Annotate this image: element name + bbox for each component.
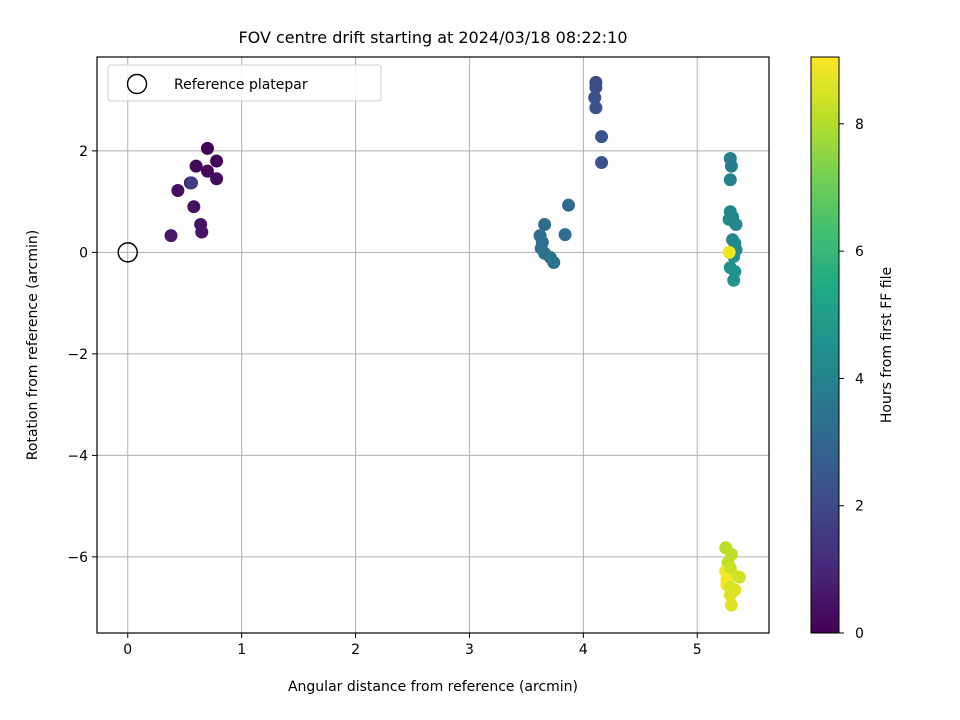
grid-lines [97, 57, 769, 633]
reference-marker [117, 242, 138, 263]
y-tick-label: −2 [67, 347, 88, 363]
data-point [164, 229, 178, 243]
colorbar-tick-label: 6 [855, 244, 864, 260]
data-point [187, 200, 201, 214]
data-point [200, 164, 214, 178]
data-point [724, 159, 738, 173]
y-axis-label: Rotation from reference (arcmin) [25, 230, 41, 460]
legend-reference-marker [126, 73, 148, 95]
data-point [724, 598, 738, 612]
chart-title: FOV centre drift starting at 2024/03/18 … [238, 28, 627, 47]
data-point [723, 588, 737, 602]
legend-box [107, 64, 382, 102]
data-point [729, 217, 743, 231]
legend-entry-reference: Reference platepar [174, 77, 308, 93]
colorbar-tick-label: 2 [855, 499, 864, 515]
data-point [723, 173, 737, 187]
data-point [732, 570, 746, 584]
x-tick-label: 1 [237, 642, 246, 658]
data-point [562, 198, 576, 212]
x-axis-ticks: 0 1 2 3 4 5 [123, 633, 702, 658]
data-points [164, 75, 746, 612]
colorbar-tick-label: 0 [855, 626, 864, 642]
data-point [185, 176, 199, 190]
x-tick-label: 5 [693, 642, 702, 658]
data-point [589, 101, 603, 115]
x-tick-label: 4 [579, 642, 588, 658]
data-point [195, 225, 209, 239]
data-point [189, 159, 203, 173]
data-point [588, 91, 602, 105]
data-point [200, 141, 214, 155]
x-axis-label: Angular distance from reference (arcmin) [288, 679, 578, 695]
colorbar-ticks: 0 2 4 6 8 [839, 117, 864, 642]
colorbar-label: Hours from first FF file [879, 267, 895, 423]
colorbar [810, 56, 840, 634]
y-axis-ticks: −6 −4 −2 0 2 [67, 144, 97, 566]
x-tick-label: 3 [465, 642, 474, 658]
colorbar-tick-label: 4 [855, 371, 864, 387]
x-tick-label: 2 [351, 642, 360, 658]
data-point [595, 130, 609, 144]
data-point [210, 154, 224, 168]
colorbar-tick-label: 8 [855, 117, 864, 133]
data-point [210, 172, 224, 186]
legend: Reference platepar [107, 64, 382, 102]
data-point [722, 245, 736, 259]
data-point [727, 273, 741, 287]
y-tick-label: −4 [67, 448, 88, 464]
reference-marker-layer [117, 242, 138, 263]
y-tick-label: −6 [67, 550, 88, 566]
data-point [547, 256, 561, 270]
x-tick-label: 0 [123, 642, 132, 658]
data-point [558, 228, 572, 242]
plot-frame [96, 56, 770, 634]
y-tick-label: 2 [79, 144, 88, 160]
data-point [595, 156, 609, 170]
data-point [171, 183, 185, 197]
data-point [589, 80, 603, 94]
y-tick-label: 0 [79, 245, 88, 261]
data-point [538, 217, 552, 231]
